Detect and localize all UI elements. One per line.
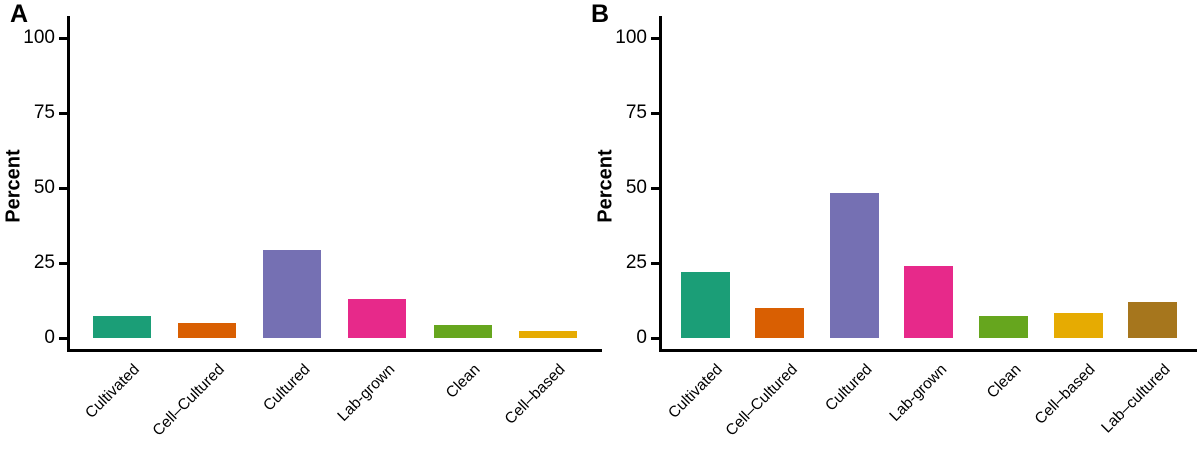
y-tick-mark [59,111,67,115]
bar [1128,302,1178,338]
bar [433,324,492,338]
bar [829,192,879,338]
x-category-label-text: Clean [983,361,1025,402]
y-tick-mark [651,261,659,265]
y-tick-mark [651,336,659,340]
y-tick-label: 100 [615,27,647,48]
bar [518,330,577,338]
bar [348,299,407,338]
y-tick-mark [651,186,659,190]
y-tick-label: 25 [625,252,647,273]
y-axis-line [67,16,70,352]
x-category-label-text: Cell–Cultured [722,361,801,440]
y-tick-label: 75 [33,102,55,123]
bar [904,266,954,338]
y-tick-label: 75 [625,102,647,123]
bar [680,272,730,338]
bar [263,249,322,338]
bar [978,315,1028,338]
panel-b-letter: B [591,0,610,28]
y-tick-label: 0 [636,327,647,348]
y-tick-mark [59,336,67,340]
bar [92,315,151,338]
y-tick-label: 100 [23,27,55,48]
y-axis-line [659,16,662,352]
x-category-label-text: Lab–cultured [1098,361,1174,437]
bar [755,308,805,338]
y-tick-mark [651,111,659,115]
y-tick-label: 50 [33,177,55,198]
y-tick-label: 0 [44,327,55,348]
panel-a-letter: A [10,0,29,28]
y-tick-mark [651,36,659,40]
bar [1053,312,1103,338]
x-axis-line [67,348,602,352]
x-axis-line [659,348,1197,352]
x-category-label-text: Cultured [821,361,876,415]
y-tick-mark [59,186,67,190]
x-category-label-text: Cell–based [1032,361,1100,428]
x-category-label-text: Cultivated [665,361,727,422]
y-tick-mark [59,36,67,40]
y-tick-mark [59,261,67,265]
bar [177,323,236,338]
x-category-label-text: Lab-grown [886,361,950,425]
y-tick-label: 25 [33,252,55,273]
y-tick-label: 50 [625,177,647,198]
